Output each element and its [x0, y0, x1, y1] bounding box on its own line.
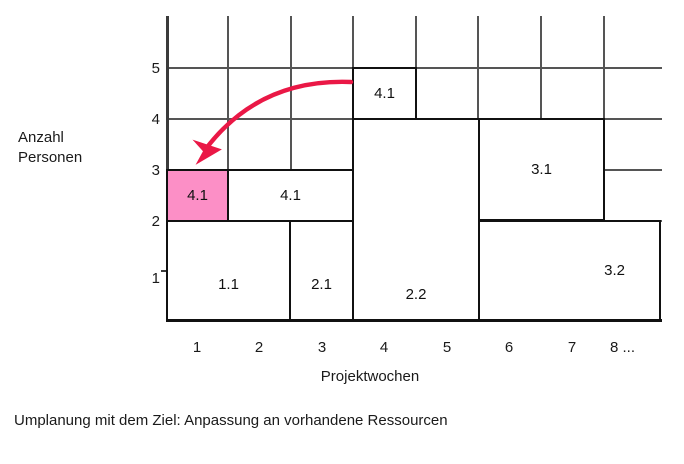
x-tick-label-3: 3	[317, 339, 327, 356]
x-tick-label-7: 7	[567, 339, 577, 356]
y-tick-label-4: 4	[151, 111, 160, 128]
x-tick-label-1: 1	[192, 339, 202, 356]
x-tick-label-2: 2	[254, 339, 264, 356]
move-arrow-path	[192, 79, 354, 165]
task-block-label: 1.1	[218, 276, 239, 293]
x-tick-label-8: 8 ...	[610, 339, 636, 356]
task-block-1-1[interactable]: 1.1	[166, 220, 291, 321]
task-block-3-1[interactable]: 3.1	[478, 118, 605, 221]
task-block-label: 2.1	[311, 276, 332, 293]
y-tick-label-1: 1	[151, 270, 160, 287]
x-tick-label-6: 6	[504, 339, 514, 356]
task-block-label: 3.2	[604, 262, 625, 279]
task-block-3-2[interactable]: 3.2	[478, 220, 661, 321]
y-tick-label-3: 3	[151, 162, 160, 179]
y-tick-label-5: 5	[151, 60, 160, 77]
task-block-label: 3.1	[531, 161, 552, 178]
x-axis-title: Projektwochen	[320, 368, 420, 385]
y-axis-title: Anzahl Personen	[18, 129, 83, 166]
x-tick-label-4: 4	[379, 339, 389, 356]
x-tick-label-5: 5	[442, 339, 452, 356]
task-block-label: 2.2	[405, 286, 427, 303]
task-block-2-1[interactable]: 2.1	[289, 220, 354, 321]
task-block-4-1-original[interactable]: 4.1	[227, 169, 354, 222]
tickmark-persons-1	[161, 270, 166, 272]
move-arrow-annotation	[192, 79, 354, 165]
figure-caption: Umplanung mit dem Ziel: Anpassung an vor…	[14, 412, 448, 429]
y-tick-label-2: 2	[151, 213, 160, 230]
task-block-label: 4.1	[280, 187, 301, 204]
task-block-label: 4.1	[187, 187, 208, 204]
task-block-2-2[interactable]: 2.2	[352, 118, 480, 321]
